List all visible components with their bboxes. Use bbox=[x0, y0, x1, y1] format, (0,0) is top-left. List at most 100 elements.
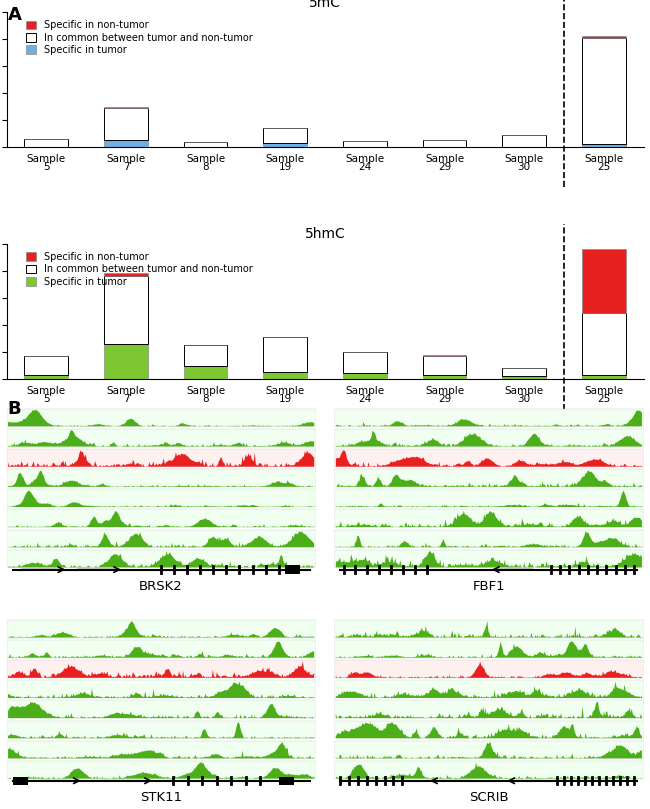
Text: 25: 25 bbox=[597, 163, 610, 172]
Bar bbox=[6, 530, 316, 548]
Polygon shape bbox=[336, 621, 642, 637]
Polygon shape bbox=[336, 491, 642, 507]
Text: 8: 8 bbox=[202, 163, 209, 172]
Polygon shape bbox=[8, 701, 314, 718]
Legend: Specific in non-tumor, In common between tumor and non-tumor, Specific in tumor: Specific in non-tumor, In common between… bbox=[24, 19, 254, 57]
Text: Sample: Sample bbox=[584, 386, 623, 396]
Text: Sample: Sample bbox=[186, 386, 225, 396]
Bar bbox=[6, 510, 316, 527]
Bar bbox=[6, 721, 316, 739]
Bar bbox=[6, 449, 316, 467]
Text: 19: 19 bbox=[279, 394, 292, 404]
Text: Sample: Sample bbox=[425, 386, 464, 396]
Text: 19: 19 bbox=[279, 163, 292, 172]
Text: 5: 5 bbox=[43, 163, 49, 172]
Polygon shape bbox=[336, 531, 642, 548]
Polygon shape bbox=[336, 451, 642, 467]
Text: 8: 8 bbox=[202, 394, 209, 404]
Bar bbox=[334, 429, 644, 447]
Text: Sample: Sample bbox=[584, 155, 623, 164]
Text: A: A bbox=[8, 6, 21, 24]
Bar bbox=[263, 337, 307, 372]
Text: SCRIB: SCRIB bbox=[469, 791, 509, 804]
Bar bbox=[582, 375, 625, 379]
Bar bbox=[582, 312, 625, 375]
Text: 7: 7 bbox=[123, 163, 129, 172]
Text: Sample: Sample bbox=[345, 386, 384, 396]
Bar bbox=[104, 344, 148, 379]
Bar bbox=[263, 129, 307, 143]
Polygon shape bbox=[8, 491, 314, 507]
Text: 29: 29 bbox=[438, 394, 451, 404]
Polygon shape bbox=[8, 451, 314, 467]
Polygon shape bbox=[336, 410, 642, 426]
Text: Sample: Sample bbox=[504, 386, 543, 396]
Bar bbox=[334, 741, 644, 758]
Polygon shape bbox=[336, 642, 642, 658]
Bar bbox=[334, 469, 644, 487]
Bar bbox=[184, 345, 228, 366]
Bar bbox=[25, 356, 68, 375]
Polygon shape bbox=[336, 662, 642, 678]
Bar bbox=[104, 108, 148, 140]
Text: Sample: Sample bbox=[186, 155, 225, 164]
Title: 5mC: 5mC bbox=[309, 0, 341, 10]
Bar bbox=[6, 760, 316, 778]
Bar bbox=[13, 777, 28, 785]
Bar bbox=[6, 549, 316, 567]
Bar bbox=[422, 356, 466, 375]
Bar bbox=[422, 375, 466, 379]
Polygon shape bbox=[8, 722, 314, 739]
Bar bbox=[334, 660, 644, 678]
Text: BRSK2: BRSK2 bbox=[139, 580, 183, 593]
Text: Sample: Sample bbox=[107, 386, 146, 396]
Text: Sample: Sample bbox=[27, 155, 66, 164]
Text: 7: 7 bbox=[123, 394, 129, 404]
Bar bbox=[582, 249, 625, 312]
Polygon shape bbox=[336, 722, 642, 739]
Bar bbox=[263, 143, 307, 147]
Polygon shape bbox=[8, 762, 314, 778]
Text: 5: 5 bbox=[43, 394, 49, 404]
Text: Sample: Sample bbox=[504, 155, 543, 164]
Bar bbox=[279, 777, 294, 785]
Bar bbox=[334, 721, 644, 739]
Bar bbox=[334, 760, 644, 778]
Bar bbox=[104, 140, 148, 147]
Polygon shape bbox=[8, 430, 314, 447]
Polygon shape bbox=[336, 762, 642, 778]
Polygon shape bbox=[8, 742, 314, 758]
Bar bbox=[334, 409, 644, 426]
Bar bbox=[25, 375, 68, 379]
Bar bbox=[6, 620, 316, 637]
Bar bbox=[6, 429, 316, 447]
Text: Sample: Sample bbox=[345, 155, 384, 164]
Bar bbox=[334, 620, 644, 637]
Polygon shape bbox=[336, 682, 642, 698]
Bar bbox=[582, 36, 625, 38]
Bar bbox=[285, 565, 300, 574]
Bar bbox=[334, 549, 644, 567]
Polygon shape bbox=[8, 642, 314, 658]
Text: 24: 24 bbox=[358, 394, 371, 404]
Bar bbox=[343, 142, 387, 147]
Legend: Specific in non-tumor, In common between tumor and non-tumor, Specific in tumor: Specific in non-tumor, In common between… bbox=[24, 250, 254, 289]
Text: 24: 24 bbox=[358, 163, 371, 172]
Bar bbox=[334, 530, 644, 548]
Bar bbox=[334, 489, 644, 507]
Bar bbox=[263, 372, 307, 379]
Bar bbox=[502, 376, 546, 379]
Bar bbox=[25, 139, 68, 147]
Bar bbox=[6, 660, 316, 678]
Polygon shape bbox=[8, 410, 314, 426]
Bar bbox=[343, 352, 387, 373]
Text: Sample: Sample bbox=[266, 155, 305, 164]
Bar bbox=[582, 144, 625, 147]
Bar bbox=[6, 741, 316, 758]
Text: STK11: STK11 bbox=[140, 791, 182, 804]
Text: Sample: Sample bbox=[107, 155, 146, 164]
Bar bbox=[334, 701, 644, 718]
Polygon shape bbox=[336, 430, 642, 447]
Bar bbox=[422, 141, 466, 147]
Polygon shape bbox=[336, 510, 642, 527]
